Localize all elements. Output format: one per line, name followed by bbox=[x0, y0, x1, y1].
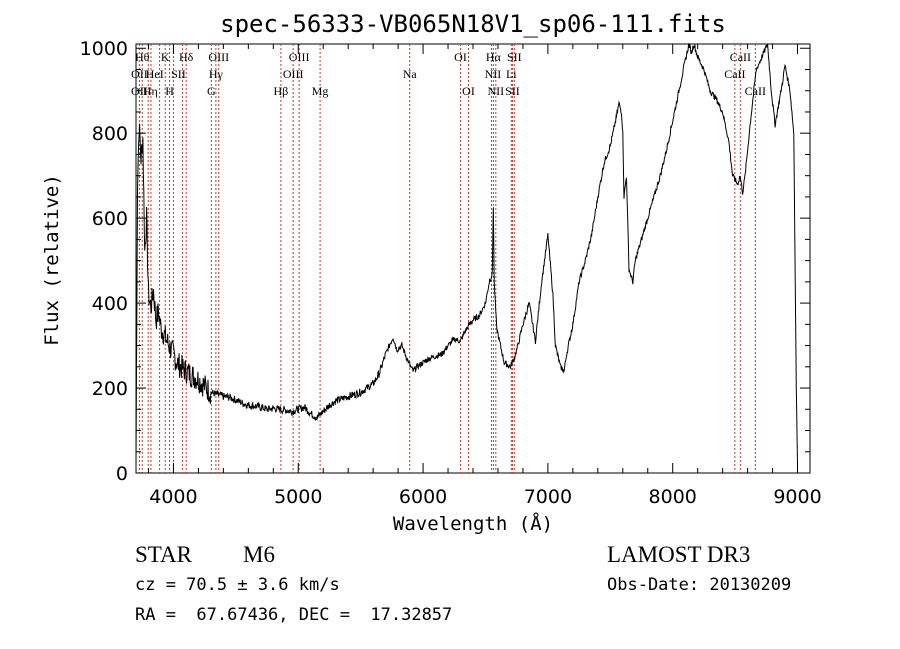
spectral-line-label: SII bbox=[171, 67, 186, 81]
y-tick-label: 1000 bbox=[80, 38, 128, 60]
object-subclass: M6 bbox=[243, 542, 275, 567]
x-tick-label: 7000 bbox=[524, 486, 572, 508]
object-class: STAR bbox=[135, 542, 193, 567]
spectral-line-label: OIII bbox=[283, 67, 304, 81]
spectral-line-label: Li bbox=[506, 67, 517, 81]
spectral-line-label: Hθ bbox=[135, 50, 150, 64]
redshift-readout: cz = 70.5 ± 3.6 km/s bbox=[135, 575, 340, 595]
y-tick-label: 600 bbox=[92, 208, 128, 230]
flux-series bbox=[135, 42, 798, 465]
survey-name: LAMOST DR3 bbox=[607, 542, 750, 567]
y-tick-label: 0 bbox=[116, 463, 128, 485]
spectral-line-label: OI bbox=[462, 84, 475, 98]
spectral-line-label: Na bbox=[403, 67, 418, 81]
y-tick-label: 400 bbox=[92, 293, 128, 315]
x-tick-label: 9000 bbox=[773, 486, 821, 508]
x-tick-label: 8000 bbox=[649, 486, 697, 508]
plot-frame bbox=[135, 43, 811, 474]
obs-date: Obs-Date: 20130209 bbox=[607, 575, 791, 595]
y-tick-label: 800 bbox=[92, 123, 128, 145]
spectral-line-label: Hη bbox=[143, 84, 158, 98]
y-tick-label: 200 bbox=[92, 378, 128, 400]
spectral-line-markers bbox=[138, 44, 756, 473]
spectral-line-label: HeI bbox=[146, 67, 164, 81]
x-tick-label: 4000 bbox=[149, 486, 197, 508]
x-axis-label: Wavelength (Å) bbox=[393, 512, 553, 535]
spectral-line-label: CaII bbox=[730, 50, 751, 64]
spectral-line-label: Hα bbox=[486, 50, 502, 64]
chart-title: spec-56333-VB065N18V1_sp06-111.fits bbox=[220, 10, 726, 38]
spectral-line-label: Hδ bbox=[179, 50, 194, 64]
x-tick-label: 6000 bbox=[399, 486, 447, 508]
spectral-line-label: Hγ bbox=[209, 67, 224, 81]
spectral-line-label: OIII bbox=[289, 50, 310, 64]
spectral-line-label: CaII bbox=[724, 67, 745, 81]
spectral-line-label: OIII bbox=[208, 50, 229, 64]
coordinates: RA = 67.67436, DEC = 17.32857 bbox=[135, 605, 452, 625]
spectral-line-label: OII bbox=[131, 67, 148, 81]
spectral-line-label: K bbox=[161, 50, 170, 64]
spectral-line-label: SII bbox=[505, 84, 520, 98]
spectral-line-label: CaII bbox=[745, 84, 766, 98]
spectral-line-label: H bbox=[165, 84, 174, 98]
spectral-line-label: OI bbox=[454, 50, 467, 64]
y-axis-label: Flux (relative) bbox=[41, 174, 63, 346]
spectral-line-label: NII bbox=[488, 84, 505, 98]
plot-border bbox=[135, 43, 811, 474]
axis-ticks: 4000 5000 6000 7000 8000 9000 0 200 400 600 800 100… bbox=[80, 38, 822, 508]
spectral-line-label: SII bbox=[507, 50, 522, 64]
spectral-line-label: NII bbox=[485, 67, 502, 81]
spectral-line-label: G bbox=[207, 84, 216, 98]
spectral-line-label: Mg bbox=[312, 84, 329, 98]
x-tick-label: 5000 bbox=[274, 486, 322, 508]
spectral-line-label: Hβ bbox=[274, 84, 289, 98]
flux-line bbox=[135, 42, 798, 465]
